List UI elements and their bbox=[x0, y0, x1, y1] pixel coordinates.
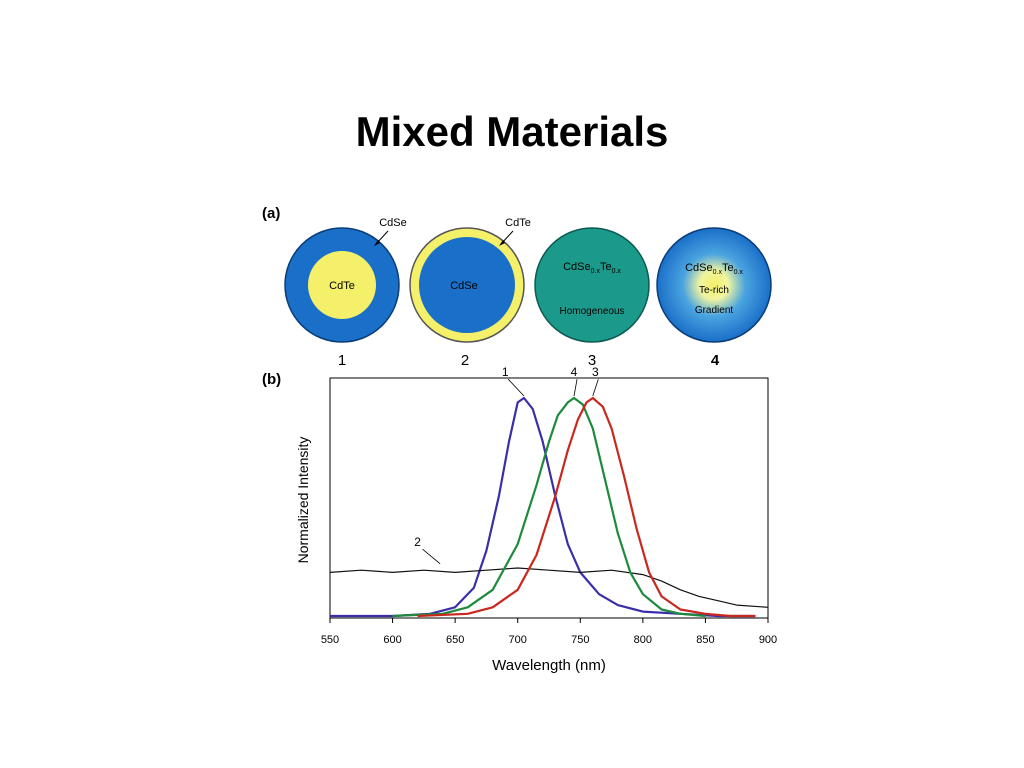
particle-4-body bbox=[656, 227, 772, 343]
y-axis-label: Normalized Intensity bbox=[295, 437, 311, 564]
annotation-leader-4 bbox=[573, 379, 578, 397]
slide-title: Mixed Materials bbox=[355, 108, 669, 155]
particle-3-body bbox=[534, 227, 650, 343]
x-axis-label: Wavelength (nm) bbox=[492, 657, 606, 674]
annotation-leader-3 bbox=[592, 379, 599, 397]
annotation-2: 2 bbox=[414, 535, 421, 549]
x-tick-label-800: 800 bbox=[634, 634, 652, 646]
panel-b-label: (b) bbox=[262, 371, 281, 388]
particle-1-core bbox=[308, 251, 376, 319]
series-line-1 bbox=[330, 396, 756, 618]
particle-4-formula: CdSe0.xTe0.x bbox=[685, 262, 743, 276]
series-line-2 bbox=[329, 567, 769, 608]
panel-a-label: (a) bbox=[262, 205, 280, 222]
particle-1-core-label: CdTe bbox=[329, 280, 355, 292]
particle-4-number: 4 bbox=[711, 352, 720, 369]
particle-3-caption: Homogeneous bbox=[559, 306, 624, 317]
x-tick-label-550: 550 bbox=[321, 634, 339, 646]
particle-1-arrowhead bbox=[374, 240, 380, 246]
series-line-4 bbox=[392, 396, 706, 618]
x-tick-label-850: 850 bbox=[696, 634, 714, 646]
particle-2-arrowhead bbox=[499, 240, 505, 246]
particle-2-core-label: CdSe bbox=[450, 280, 478, 292]
particle-2-core bbox=[419, 237, 515, 333]
particle-4-line2: Te-rich bbox=[699, 285, 729, 296]
particle-1: CdTe CdSe 1 bbox=[284, 217, 407, 369]
x-tick-label-700: 700 bbox=[509, 634, 527, 646]
spectrum-chart: 550 600 650 700 750 800 850 900 1 4 3 2 Wavelength… bbox=[295, 365, 777, 674]
annotation-4: 4 bbox=[571, 365, 578, 379]
annotation-3: 3 bbox=[592, 365, 599, 379]
annotation-1: 1 bbox=[502, 365, 509, 379]
annotation-leader-2 bbox=[422, 548, 441, 565]
particle-1-shell-label: CdSe bbox=[379, 217, 407, 229]
series-line-3 bbox=[417, 396, 756, 618]
x-tick-label-750: 750 bbox=[571, 634, 589, 646]
particle-2-number: 2 bbox=[461, 352, 469, 369]
particle-3: CdSe0.xTe0.x Homogeneous 3 bbox=[534, 227, 650, 369]
particle-4: CdSe0.xTe0.x Te-rich Gradient 4 bbox=[656, 227, 772, 369]
particle-2-shell-label: CdTe bbox=[505, 217, 531, 229]
particle-2: CdSe CdTe 2 bbox=[409, 217, 531, 369]
particle-1-number: 1 bbox=[338, 352, 346, 369]
series-layer bbox=[329, 396, 769, 618]
particle-4-line3: Gradient bbox=[695, 305, 734, 316]
x-tick-layer: 550 600 650 700 750 800 850 900 bbox=[321, 618, 777, 646]
annotation-leader-1 bbox=[507, 378, 525, 397]
x-tick-label-900: 900 bbox=[759, 634, 777, 646]
x-tick-label-600: 600 bbox=[383, 634, 401, 646]
particle-3-number: 3 bbox=[588, 352, 596, 369]
plot-frame bbox=[329, 377, 769, 619]
x-tick-label-650: 650 bbox=[446, 634, 464, 646]
annotation-layer: 1 4 3 2 bbox=[414, 365, 599, 565]
particle-3-formula: CdSe0.xTe0.x bbox=[563, 261, 621, 275]
